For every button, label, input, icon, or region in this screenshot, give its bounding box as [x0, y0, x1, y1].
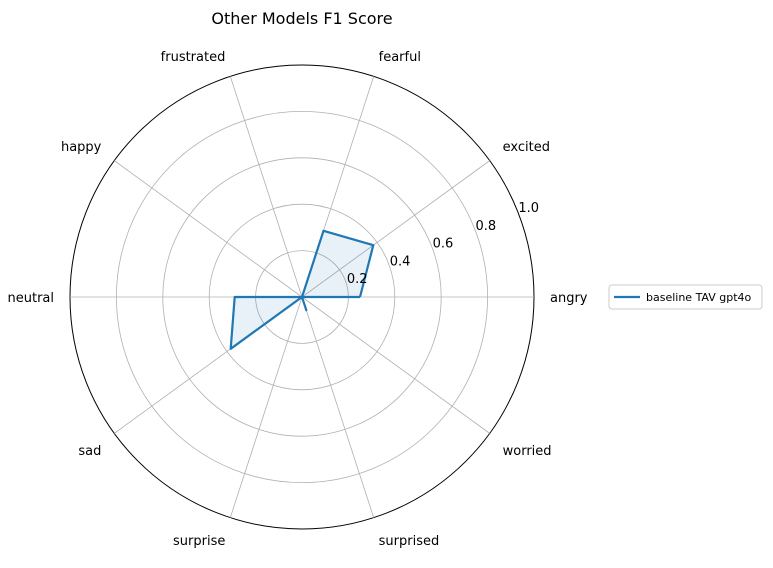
grid-spoke — [301, 296, 490, 434]
grid-spoke — [229, 296, 303, 518]
radial-tick-label: 0.8 — [475, 219, 496, 234]
category-label: excited — [503, 140, 550, 155]
category-label: fearful — [379, 50, 421, 65]
grid-spoke — [301, 160, 490, 298]
legend-label: baseline TAV gpt4o — [646, 291, 752, 304]
category-labels: angry excited fearful frustrated happy neutra… — [8, 50, 588, 549]
radial-tick-labels: 0.2 0.4 0.6 0.8 1.0 — [347, 201, 539, 287]
legend: baseline TAV gpt4o — [608, 284, 763, 310]
series-fill — [230, 230, 374, 349]
series-layer — [229, 229, 375, 350]
category-label: sad — [78, 444, 101, 459]
category-label: frustrated — [161, 50, 226, 65]
category-label: neutral — [8, 291, 55, 306]
category-label: surprise — [173, 534, 225, 549]
category-label: worried — [503, 444, 552, 459]
grid-spoke — [229, 76, 303, 298]
radial-tick-label: 0.2 — [347, 272, 368, 287]
chart-title: Other Models F1 Score — [211, 9, 392, 28]
series-line — [229, 229, 375, 350]
radial-tick-label: 0.6 — [433, 237, 454, 252]
radial-tick-label: 1.0 — [518, 201, 539, 216]
category-label: happy — [61, 140, 102, 155]
radial-tick-label: 0.4 — [390, 254, 411, 269]
category-label: surprised — [379, 534, 440, 549]
grid-spoke — [301, 296, 375, 518]
legend-frame — [608, 284, 763, 310]
category-label: angry — [550, 291, 588, 306]
grid-spoke — [114, 160, 303, 298]
